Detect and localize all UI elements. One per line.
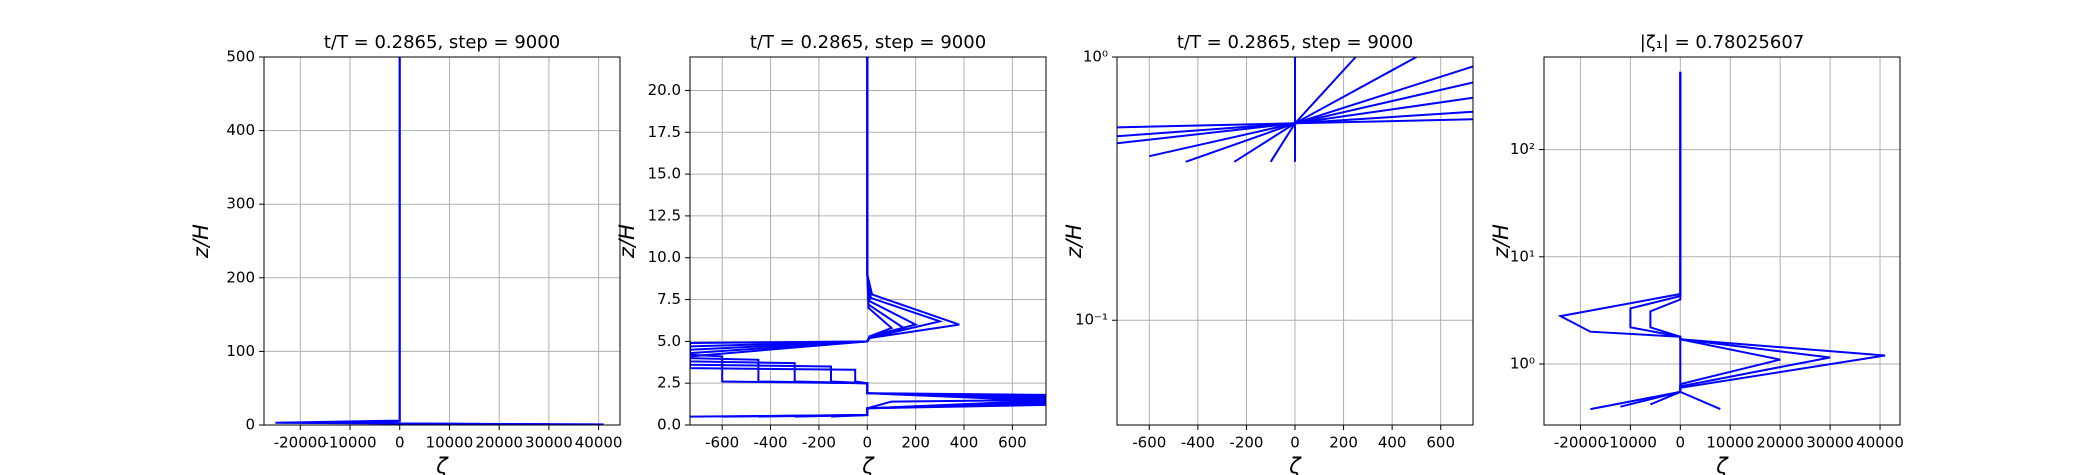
- y-tick-label: 10⁻¹: [1075, 311, 1108, 329]
- chart-title: t/T = 0.2865, step = 9000: [750, 32, 986, 53]
- x-axis-label: ζ: [861, 454, 875, 475]
- x-tick-label: 200: [1329, 434, 1358, 452]
- x-axis-label: ζ: [435, 454, 449, 475]
- y-axis-label: z/H: [615, 224, 639, 259]
- profile-line: [1557, 71, 1886, 411]
- x-tick-label: 0: [863, 434, 873, 452]
- y-tick-label: 7.5: [657, 290, 681, 308]
- y-tick-label: 17.5: [648, 123, 681, 141]
- y-tick-label: 200: [226, 268, 255, 286]
- profile-line: [349, 57, 549, 425]
- axes-frame: [263, 56, 621, 426]
- x-tick-label: -200: [1229, 434, 1263, 452]
- x-tick-label: 30000: [525, 434, 573, 452]
- x-tick-label: 20000: [475, 434, 523, 452]
- x-tick-label: 10000: [426, 434, 474, 452]
- x-tick-label: -20000: [274, 434, 327, 452]
- x-axis-label: ζ: [1715, 454, 1729, 475]
- x-tick-label: 600: [998, 434, 1027, 452]
- x-tick-label: -200: [802, 434, 836, 452]
- profile-line: [1649, 71, 1781, 406]
- profile-line: [1269, 57, 1357, 163]
- y-tick-label: 500: [226, 48, 255, 66]
- y-tick-label: 100: [226, 342, 255, 360]
- x-tick-label: 20000: [1756, 434, 1804, 452]
- y-axis-label: z/H: [189, 224, 213, 259]
- x-tick-label: -600: [1132, 434, 1166, 452]
- y-tick-label: 15.0: [648, 165, 681, 183]
- x-tick-label: 10000: [1706, 434, 1754, 452]
- y-tick-label: 2.5: [657, 374, 681, 392]
- y-axis-label: z/H: [1489, 224, 1513, 259]
- x-tick-label: 600: [1426, 434, 1455, 452]
- axes-frame: [1543, 56, 1901, 426]
- x-tick-label: 40000: [1856, 434, 1904, 452]
- x-tick-label: 400: [950, 434, 979, 452]
- x-tick-label: -400: [754, 434, 788, 452]
- x-tick-label: -400: [1181, 434, 1215, 452]
- y-tick-label: 300: [226, 195, 255, 213]
- profile-line: [275, 57, 604, 425]
- axes-frame: [689, 56, 1047, 426]
- y-tick-label: 20.0: [648, 81, 681, 99]
- y-tick-label: 12.5: [648, 206, 681, 224]
- y-tick-label: 0: [245, 416, 255, 434]
- x-tick-label: 0: [1676, 434, 1686, 452]
- profile-line: [1620, 71, 1831, 408]
- y-axis-label: z/H: [1062, 224, 1086, 259]
- axes-frame: [1116, 56, 1474, 426]
- x-tick-label: -600: [705, 434, 739, 452]
- y-tick-label: 10⁰: [1083, 48, 1108, 66]
- profile-line: [1679, 336, 1721, 411]
- x-axis-label: ζ: [1288, 454, 1302, 475]
- x-tick-label: 40000: [575, 434, 623, 452]
- x-tick-label: 0: [395, 434, 405, 452]
- x-tick-label: 400: [1378, 434, 1407, 452]
- y-tick-label: 10²: [1510, 140, 1535, 158]
- profile-line: [690, 57, 1046, 418]
- y-tick-label: 10.0: [648, 248, 681, 266]
- y-tick-label: 10⁰: [1510, 355, 1535, 373]
- profile-line: [690, 57, 1046, 418]
- x-tick-label: 200: [901, 434, 930, 452]
- profile-line: [690, 57, 1046, 418]
- chart-title: t/T = 0.2865, step = 9000: [1177, 32, 1413, 53]
- y-tick-label: 0.0: [657, 416, 681, 434]
- x-tick-label: -10000: [1604, 434, 1657, 452]
- y-tick-label: 10¹: [1510, 247, 1535, 265]
- profile-line: [690, 57, 1046, 418]
- x-tick-label: -10000: [323, 434, 376, 452]
- y-tick-label: 5.0: [657, 332, 681, 350]
- x-tick-label: 30000: [1806, 434, 1854, 452]
- y-tick-label: 400: [226, 121, 255, 139]
- chart-title: |ζ₁| = 0.78025607: [1640, 32, 1804, 53]
- x-tick-label: 0: [1290, 434, 1300, 452]
- chart-title: t/T = 0.2865, step = 9000: [324, 32, 560, 53]
- x-tick-label: -20000: [1554, 434, 1607, 452]
